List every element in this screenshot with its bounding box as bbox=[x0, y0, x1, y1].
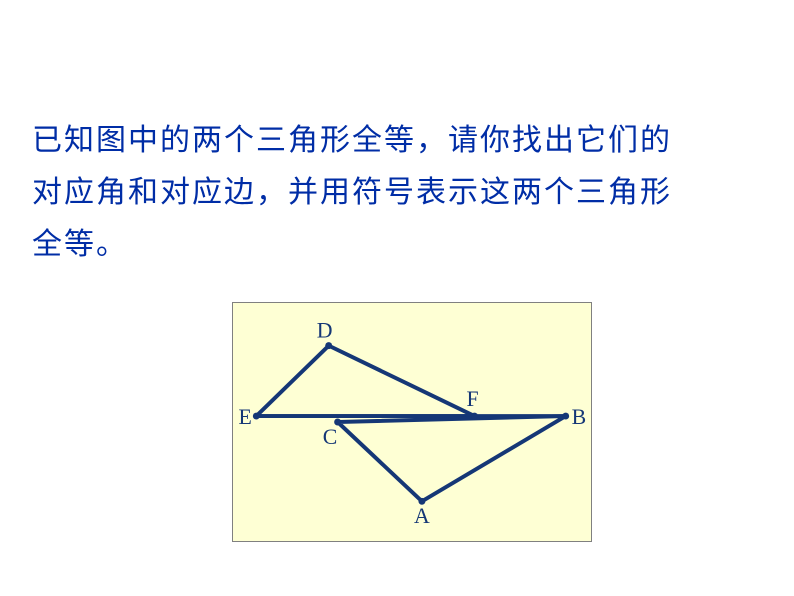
label-F: F bbox=[467, 387, 479, 411]
triangle-DEF bbox=[256, 346, 474, 416]
text-line-3: 全等。 bbox=[32, 228, 128, 261]
label-E: E bbox=[238, 405, 251, 429]
text-line-1: 已知图中的两个三角形全等，请你找出它们的 bbox=[32, 124, 672, 157]
label-C: C bbox=[323, 425, 338, 449]
vertex-B bbox=[562, 413, 569, 420]
label-D: D bbox=[317, 319, 333, 343]
vertex-F bbox=[471, 413, 478, 420]
labels-group: D E F C B A bbox=[238, 319, 586, 528]
geometry-diagram: D E F C B A bbox=[232, 302, 592, 542]
vertex-E bbox=[253, 413, 260, 420]
diagram-svg: D E F C B A bbox=[233, 303, 591, 541]
label-B: B bbox=[572, 405, 587, 429]
label-A: A bbox=[414, 504, 430, 528]
edges-group bbox=[256, 346, 565, 502]
problem-statement: 已知图中的两个三角形全等，请你找出它们的 对应角和对应边，并用符号表示这两个三角… bbox=[32, 115, 762, 271]
vertex-D bbox=[325, 342, 332, 349]
triangle-ABC bbox=[338, 416, 566, 501]
text-line-2: 对应角和对应边，并用符号表示这两个三角形 bbox=[32, 176, 672, 209]
vertices-group bbox=[253, 342, 569, 505]
